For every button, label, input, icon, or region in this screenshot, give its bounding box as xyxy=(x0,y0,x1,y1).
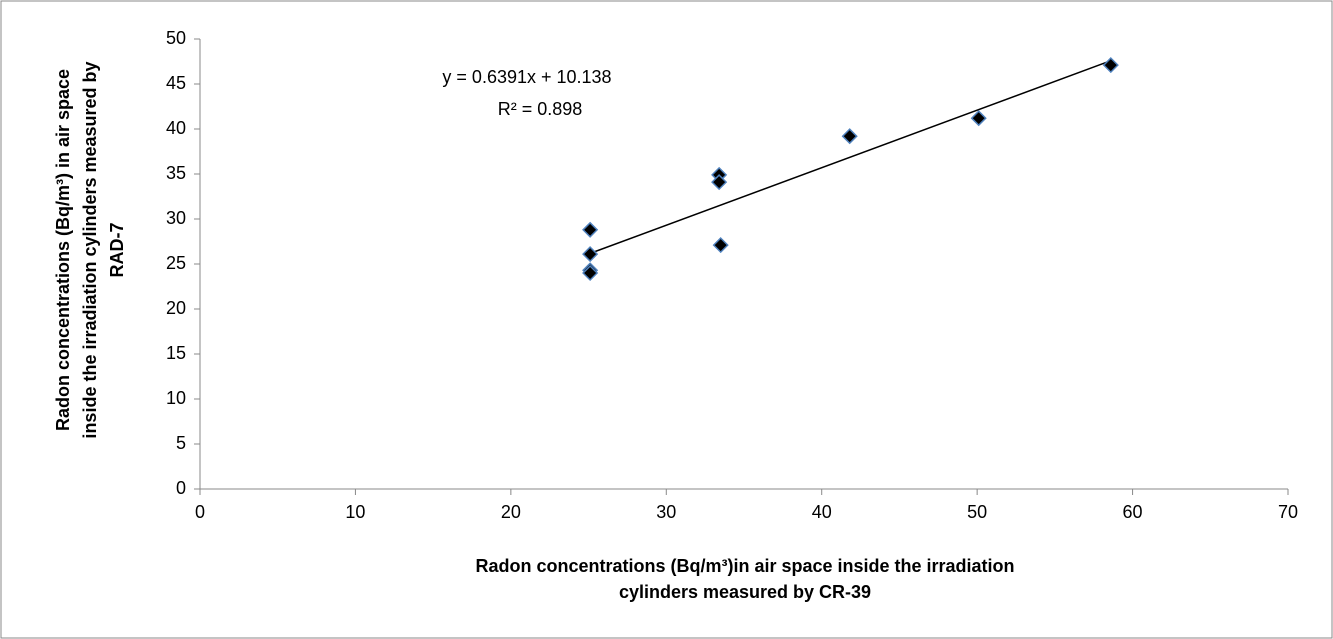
data-point xyxy=(582,264,599,282)
data-point xyxy=(970,110,987,127)
trendline xyxy=(589,59,1112,255)
data-point xyxy=(711,174,728,191)
y-tick-label: 20 xyxy=(166,298,186,318)
y-tick-label: 25 xyxy=(166,253,186,273)
x-tick-label: 10 xyxy=(345,502,365,522)
data-point xyxy=(712,237,729,254)
x-tick-label: 30 xyxy=(656,502,676,522)
data-point xyxy=(582,246,599,263)
y-axis-title: Radon concentrations (Bq/m³) in air spac… xyxy=(53,69,73,431)
x-tick-label: 0 xyxy=(195,502,205,522)
trendline-equation: y = 0.6391x + 10.138 xyxy=(442,67,611,87)
y-tick-label: 40 xyxy=(166,118,186,138)
y-tick-label: 15 xyxy=(166,343,186,363)
data-point xyxy=(1102,57,1119,74)
x-tick-label: 70 xyxy=(1278,502,1298,522)
x-tick-label: 40 xyxy=(812,502,832,522)
y-tick-label: 10 xyxy=(166,388,186,408)
y-tick-label: 30 xyxy=(166,208,186,228)
x-axis-title: cylinders measured by CR-39 xyxy=(619,582,871,602)
y-axis-title: inside the irradiation cylinders measure… xyxy=(80,61,100,438)
y-tick-label: 45 xyxy=(166,73,186,93)
x-axis-title: Radon concentrations (Bq/m³)in air space… xyxy=(475,556,1014,576)
y-axis-title: RAD-7 xyxy=(107,222,127,277)
data-point xyxy=(582,221,599,238)
y-tick-label: 35 xyxy=(166,163,186,183)
data-point xyxy=(841,128,858,145)
trendline-r2: R² = 0.898 xyxy=(498,99,583,119)
x-tick-label: 60 xyxy=(1123,502,1143,522)
x-tick-label: 20 xyxy=(501,502,521,522)
x-tick-label: 50 xyxy=(967,502,987,522)
y-tick-label: 5 xyxy=(176,433,186,453)
y-tick-label: 0 xyxy=(176,478,186,498)
y-tick-label: 50 xyxy=(166,28,186,48)
